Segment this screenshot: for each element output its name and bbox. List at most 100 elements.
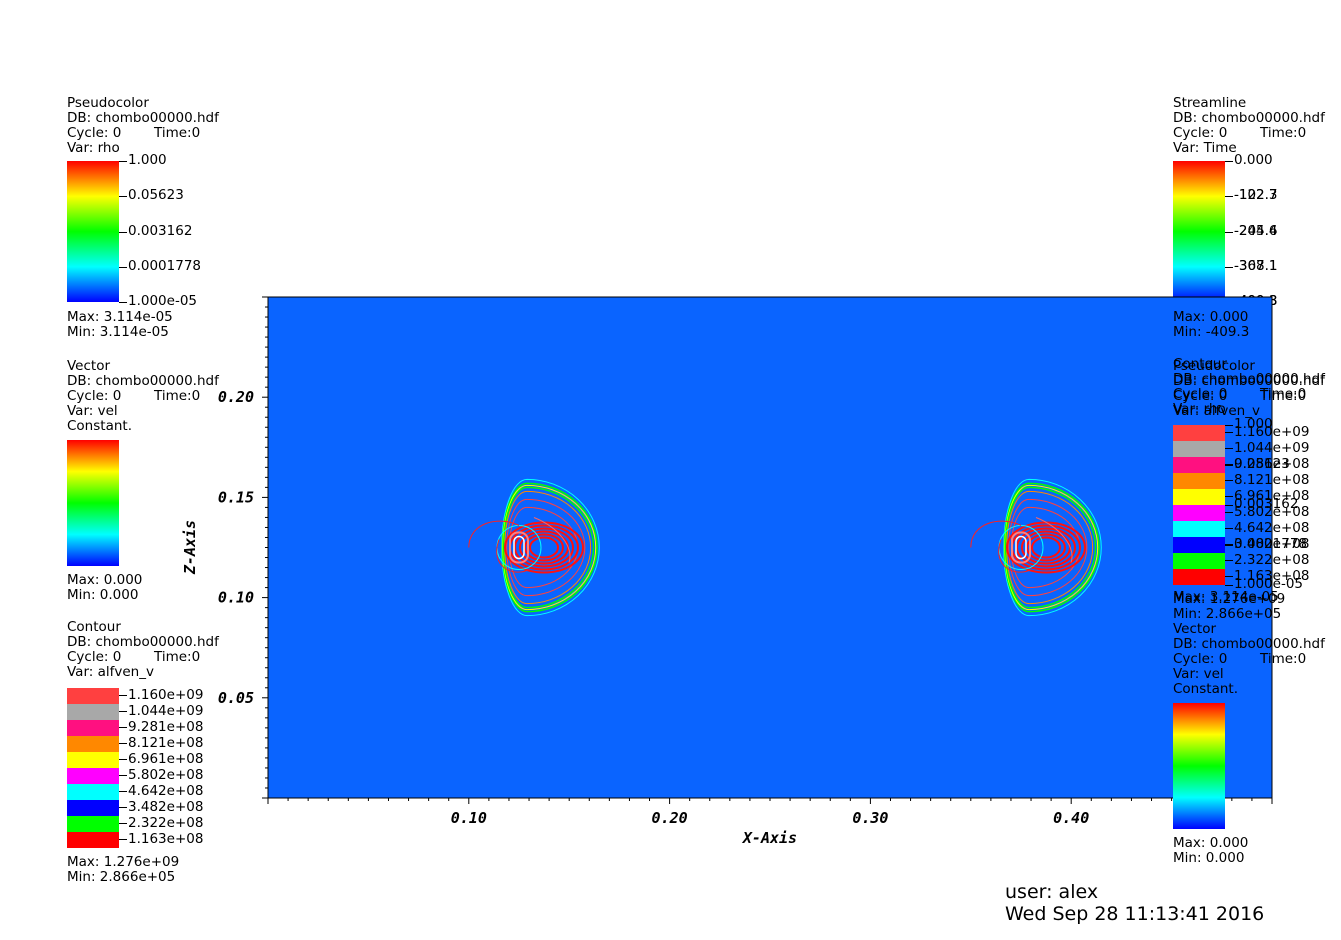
legend-plot-name: Contour (1173, 356, 1227, 372)
colorbar-rho-tick-mark (119, 267, 127, 268)
colorbar-rho-right-tick-label: 0.05623 (1234, 456, 1290, 472)
contour-level-swatch (67, 720, 119, 736)
legend-var: Var: vel (1173, 666, 1224, 682)
contour-level-right-swatch (1173, 441, 1225, 457)
contour-level-label: 4.642e+08 (128, 783, 204, 799)
contour-level-tick-mark (119, 743, 127, 744)
contour-level-right-swatch (1173, 553, 1225, 569)
legend-plot-name: Contour (67, 619, 121, 635)
source-core (1015, 535, 1027, 560)
legend-plot-name: Vector (67, 358, 111, 374)
y-tick-label: 0.15 (218, 488, 254, 506)
legend-var: Var: Time (1173, 140, 1237, 156)
colorbar-vel-right (1173, 703, 1225, 829)
contour-shell (502, 486, 595, 609)
legend-db: DB: chombo00000.hdf (1173, 110, 1325, 126)
legend-time: Time:0 (1260, 651, 1307, 667)
colorbar-rho-right-tick-mark (1225, 505, 1233, 506)
contour-level-swatch (67, 768, 119, 784)
contour-level-label: 1.044e+09 (128, 703, 204, 719)
field-background (267, 296, 1273, 799)
colorbar-streamline-overlay-tick-mark (1225, 196, 1233, 197)
contour-level-right-label: 2.322e+08 (1234, 552, 1310, 568)
contour-level-swatch (67, 784, 119, 800)
contour-level-tick-mark (119, 839, 127, 840)
contour-level-tick-mark (119, 711, 127, 712)
legend-db: DB: chombo00000.hdf (1173, 371, 1325, 387)
contour-level-right-tick-mark (1225, 576, 1233, 577)
legend-cycle: Cycle: 0 (1173, 125, 1228, 141)
contour-shell (508, 506, 579, 589)
contour-level-right-tick-mark (1225, 560, 1233, 561)
inner-contour (1031, 536, 1061, 559)
contour-level-label: 3.482e+08 (128, 799, 204, 815)
legend-max: Max: 0.000 (1173, 835, 1249, 851)
legend-time: Time:0 (154, 388, 201, 404)
contour-shell (1010, 506, 1081, 589)
legend-vector-vel-right: Vector DB: chombo00000.hdf Cycle: 0 Time:… (1173, 622, 1325, 697)
x-tick-label: 0.40 (1053, 809, 1089, 827)
colorbar-rho-right-tick-label: 0.0001778 (1234, 536, 1308, 552)
legend-min: Min: 0.000 (67, 587, 139, 603)
legend-min: Min: 2.866e+05 (67, 869, 176, 885)
colorbar-rho-right-tick-mark (1225, 585, 1233, 586)
contour-level-label: 1.163e+08 (128, 831, 204, 847)
contour-level-right-label: 6.961e+08 (1234, 488, 1310, 504)
footer-date: Wed Sep 28 11:13:41 2016 (1005, 903, 1265, 925)
legend-time: Time:0 (1260, 388, 1307, 404)
legend-min: Min: 3.114e-05 (67, 324, 169, 340)
contour-level-right-swatch (1173, 473, 1225, 489)
legend-streamline-minmax: Max: 0.000 Min: -409.3 (1173, 310, 1249, 340)
legend-var: Var: alfven_v (67, 664, 154, 680)
contour-shell (1006, 490, 1094, 605)
colorbar-rho-tick-label: 1.000e-05 (128, 293, 198, 309)
legend-max: Max: 1.276e+09 (67, 854, 180, 870)
colorbar-streamline-tick-mark (1225, 161, 1233, 162)
right-structure (970, 478, 1102, 617)
colorbar-rho-tick-mark (119, 302, 127, 303)
contour-level-label: 1.160e+09 (128, 687, 204, 703)
contour-level-tick-mark (119, 695, 127, 696)
colorbar-streamline (1173, 161, 1225, 302)
legend-max: Max: 3.114e-05 (67, 309, 173, 325)
legend-cycle: Cycle: 0 (1173, 386, 1228, 402)
legend-min: Min: 0.000 (1173, 850, 1245, 866)
colorbar-streamline-tick-label: -368.1 (1234, 258, 1278, 274)
contour-level-right-label: 1.160e+09 (1234, 424, 1310, 440)
contour-shell (1004, 486, 1097, 609)
legend-pseudocolor-rho: Pseudocolor DB: chombo00000.hdf Cycle: 0… (67, 96, 219, 156)
inner-contour (1026, 533, 1066, 562)
colorbar-streamline-overlay-tick-mark (1225, 267, 1233, 268)
colorbar-rho-right-tick-label: 0.003162 (1234, 496, 1299, 512)
legend-var: Var: rho (1173, 401, 1226, 417)
contour-level-tick-mark (119, 823, 127, 824)
legend-var: Var: alfven_v (1173, 403, 1260, 419)
colorbar-rho-right-tick-mark (1225, 545, 1233, 546)
colorbar-rho-right-tick-mark (1225, 425, 1233, 426)
contour-level-right-tick-mark (1225, 464, 1233, 465)
legend-max: Max: 0.000 (67, 572, 143, 588)
legend-streamline-time: Streamline DB: chombo00000.hdf Cycle: 0 T… (1173, 96, 1325, 156)
legend-db: DB: chombo00000.hdf (67, 110, 219, 126)
y-tick-label: 0.20 (218, 388, 254, 406)
legend-cycle: Cycle: 0 (67, 649, 122, 665)
contour-level-right-label: 1.044e+09 (1234, 440, 1310, 456)
x-axis-label: X-Axis (741, 829, 797, 847)
contour-level-label: 5.802e+08 (128, 767, 204, 783)
colorbar-vel (67, 440, 119, 566)
legend-time: Time:0 (154, 649, 201, 665)
contour-level-right-swatch (1173, 569, 1225, 585)
contour-level-right-tick-mark (1225, 448, 1233, 449)
flow-features (468, 478, 1102, 617)
inner-contour (524, 533, 564, 562)
colorbar-rho-tick-mark (119, 161, 127, 162)
colorbar-rho-right-tick-label: 1.000e-05 (1234, 576, 1304, 592)
legend-constant: Constant. (67, 418, 132, 434)
contour-level-label: 6.961e+08 (128, 751, 204, 767)
colorbar-streamline-tick-label: -245.4 (1234, 223, 1278, 239)
inner-contour (529, 536, 559, 559)
legend-plot-name: Pseudocolor (1173, 358, 1255, 374)
legend-max: Max: 3.114e-05 (1173, 589, 1279, 605)
colorbar-streamline-overlay-tick-label: -307.1 (1234, 258, 1278, 274)
